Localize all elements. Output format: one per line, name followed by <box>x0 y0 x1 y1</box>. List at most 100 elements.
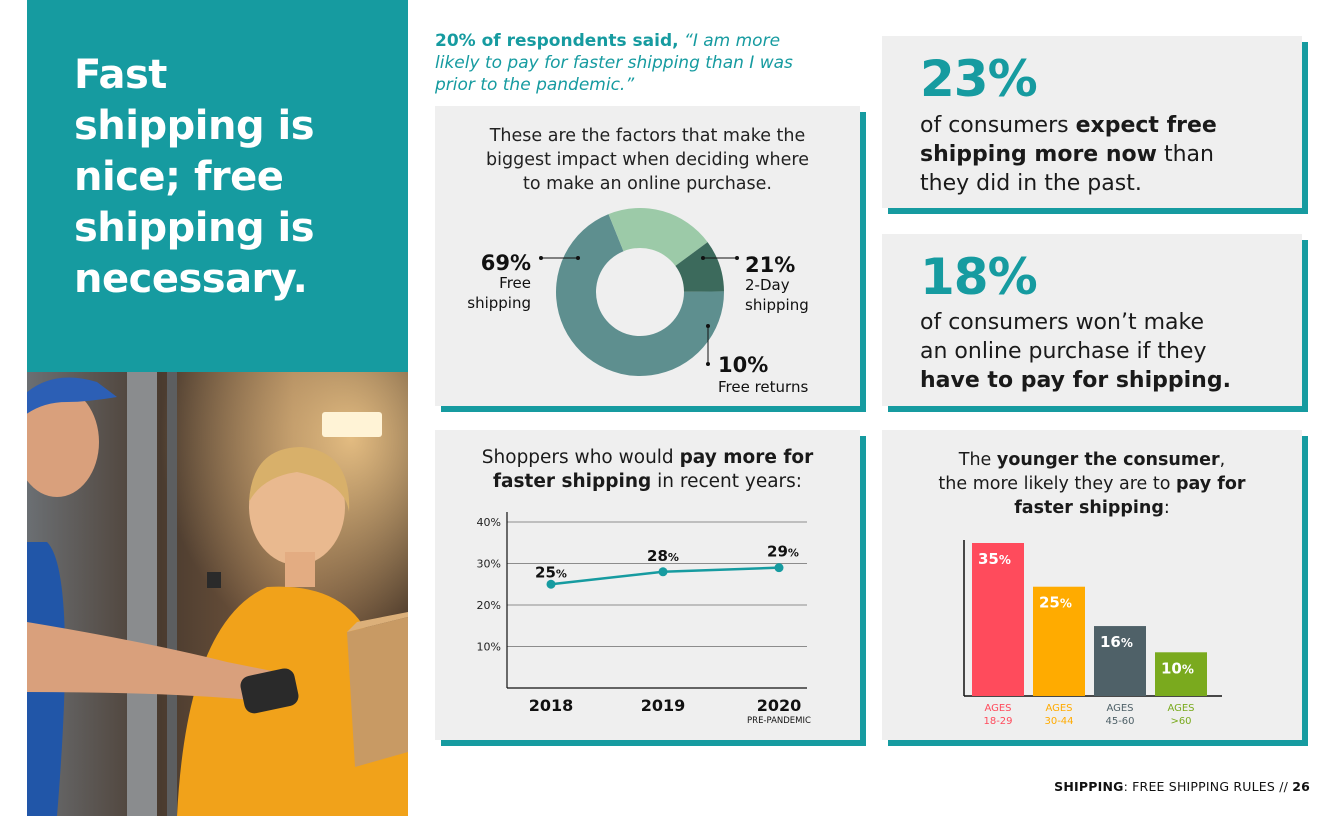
bar-ages-60 <box>1155 652 1207 696</box>
title-emphasis: pay for <box>1176 474 1246 494</box>
x-tick-label: 2019 <box>641 696 686 715</box>
donut-category-label: shipping <box>467 294 531 312</box>
quote-lead: 20% of respondents said, <box>435 31 679 51</box>
donut-slice-free-shipping <box>556 214 724 376</box>
data-label: 28% <box>647 547 679 565</box>
quote-text: “I am more <box>684 31 781 51</box>
title-emphasis: faster shipping <box>492 471 652 492</box>
title-emphasis: pay more for <box>679 447 814 468</box>
stat-emphasis: have to pay for shipping. <box>920 368 1231 393</box>
donut-title: These are the factors that make the bigg… <box>435 124 860 196</box>
bar-category-label: AGES <box>984 703 1011 714</box>
donut-title-line: biggest impact when deciding where <box>486 150 809 170</box>
title-text: : <box>1163 498 1170 518</box>
leader-dot <box>735 256 739 260</box>
leader-dot <box>706 324 710 328</box>
donut-category-label: 2-Day <box>745 276 790 294</box>
bar-ages-18-29 <box>972 543 1024 696</box>
data-point <box>774 563 784 573</box>
title-text: in recent years: <box>651 471 803 492</box>
stat-figure: 18% <box>920 248 1038 306</box>
hero-line: shipping is <box>74 103 315 149</box>
title-emphasis: younger the consumer <box>996 450 1220 470</box>
quote-text: prior to the pandemic.” <box>435 75 635 95</box>
stat-emphasis: expect free <box>1075 113 1217 138</box>
age-bar-card: The younger the consumer, the more likel… <box>882 430 1302 740</box>
bar-value-label: 35% <box>978 550 1011 568</box>
y-tick-label: 10% <box>477 641 501 654</box>
stat-text: an online purchase if they <box>920 339 1207 364</box>
delivery-photo <box>27 372 408 816</box>
line-chart: 40% 30% 20% 10% 25% 2018 28% 2019 29% 2020PRE-PAN… <box>477 512 811 726</box>
bar-category-label: >60 <box>1170 716 1191 727</box>
stat-description: of consumers expect free shipping more n… <box>920 111 1280 198</box>
title-text: , <box>1219 450 1226 470</box>
stat-figure: 23% <box>920 50 1038 108</box>
donut-category-label: Free <box>499 274 531 292</box>
donut-chart: 69%Free shipping 21%2-Day shipping 10%Free r… <box>467 208 809 396</box>
donut-slice-2-day-shipping <box>608 208 708 266</box>
donut-category-label: shipping <box>745 296 809 314</box>
stat-description: of consumers won’t make an online purcha… <box>920 308 1280 395</box>
title-text: The <box>958 450 997 470</box>
bar-ages-30-44 <box>1033 586 1085 696</box>
donut-value-label: 69% <box>481 251 531 275</box>
bar-category-label: AGES <box>1045 703 1072 714</box>
bar-category-label: 18-29 <box>983 716 1012 727</box>
leader-dot <box>539 256 543 260</box>
purchase-factors-card: These are the factors that make the bigg… <box>435 106 860 406</box>
footer-text: : FREE SHIPPING RULES // <box>1123 779 1293 794</box>
stat-card-18: 18% of consumers won’t make an online pu… <box>882 234 1302 406</box>
pay-more-line-card: Shoppers who would pay more for faster s… <box>435 430 860 740</box>
title-emphasis: faster shipping <box>1014 498 1164 518</box>
donut-value-label: 10% <box>718 353 768 377</box>
title-text: the more likely they are to <box>938 474 1176 494</box>
donut-slice-free-returns <box>675 242 724 292</box>
bar-category-label: 30-44 <box>1044 716 1073 727</box>
data-label: 25% <box>535 563 567 581</box>
hero-panel: Fast shipping is nice; free shipping is … <box>27 0 408 372</box>
bar-chart-title: The younger the consumer, the more likel… <box>882 448 1302 520</box>
respondent-quote: 20% of respondents said, “I am more like… <box>435 30 855 96</box>
hero-line: necessary. <box>74 256 308 302</box>
x-tick-label: 2018 <box>529 696 574 715</box>
bar-category-label: 45-60 <box>1105 716 1134 727</box>
y-tick-label: 20% <box>477 599 501 612</box>
leader-dot <box>706 362 710 366</box>
data-point <box>658 567 668 577</box>
y-tick-label: 40% <box>477 516 501 529</box>
stat-text: than <box>1156 142 1214 167</box>
hero-headline: Fast shipping is nice; free shipping is … <box>74 50 394 305</box>
stat-emphasis: shipping more now <box>920 142 1157 167</box>
donut-category-label: Free returns <box>718 378 808 396</box>
x-tick-note: PRE-PANDEMIC <box>747 716 811 726</box>
donut-title-line: to make an online purchase. <box>523 174 772 194</box>
bar-value-label: 10% <box>1161 659 1194 677</box>
stat-text: they did in the past. <box>920 171 1142 196</box>
data-point <box>546 579 556 589</box>
quote-text: likely to pay for faster shipping than I… <box>435 53 793 73</box>
hero-line: nice; free <box>74 154 284 200</box>
bar-chart: 35% AGES 18-29 25% AGES 30-44 16% AGES 45-60 10% A… <box>963 540 1222 727</box>
x-tick-label: 2020 <box>757 696 802 715</box>
bar-value-label: 25% <box>1039 594 1072 612</box>
page-number: 26 <box>1292 779 1310 794</box>
title-text: Shoppers who would <box>481 447 680 468</box>
bar-category-label: AGES <box>1106 703 1133 714</box>
donut-title-line: These are the factors that make the <box>489 126 806 146</box>
hero-line: shipping is <box>74 205 315 251</box>
line-chart-title: Shoppers who would pay more for faster s… <box>435 446 860 494</box>
footer-section: SHIPPING <box>1054 779 1124 794</box>
stat-text: of consumers won’t make <box>920 310 1204 335</box>
leader-dot <box>576 256 580 260</box>
delivery-photo-illustration <box>27 372 408 816</box>
data-label: 29% <box>767 543 799 561</box>
bar-value-label: 16% <box>1100 633 1133 651</box>
page-footer: SHIPPING: FREE SHIPPING RULES // 26 <box>1054 779 1310 794</box>
leader-dot <box>701 256 705 260</box>
bar-category-label: AGES <box>1167 703 1194 714</box>
donut-value-label: 21% <box>745 253 795 277</box>
bar-ages-45-60 <box>1094 626 1146 696</box>
stat-text: of consumers <box>920 113 1076 138</box>
hero-line: Fast <box>74 52 167 98</box>
